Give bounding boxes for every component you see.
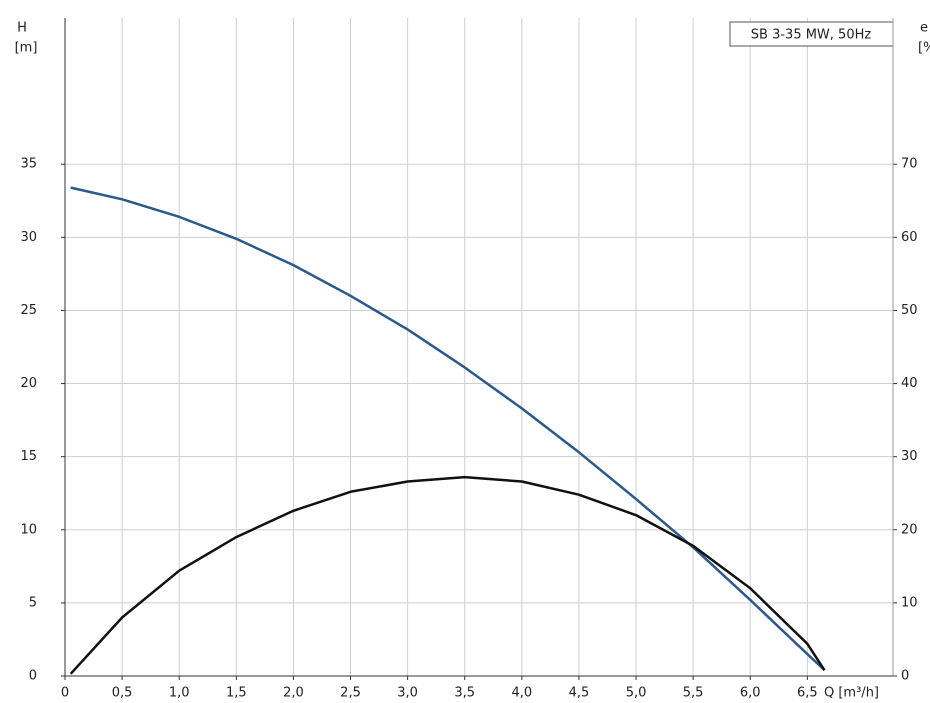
chart-title: SB 3-35 MW, 50Hz <box>751 28 872 43</box>
x-tick-label: 6,5 <box>797 686 818 701</box>
x-tick-label: 1,5 <box>226 686 247 701</box>
y2-tick-label: 20 <box>901 522 918 537</box>
y-axis-unit: [m] <box>15 41 38 56</box>
x-tick-label: 4,5 <box>569 686 590 701</box>
x-axis-label: Q [m³/h] <box>824 686 879 701</box>
y-tick-label: 0 <box>29 669 37 684</box>
x-tick-label: 5,5 <box>683 686 704 701</box>
series-line <box>69 475 826 675</box>
x-tick-label: 3,5 <box>454 686 475 701</box>
y2-axis-label: e <box>920 21 928 36</box>
y-tick-label: 10 <box>20 522 37 537</box>
x-tick-label: 2,5 <box>340 686 361 701</box>
x-tick-label: 4,0 <box>511 686 532 701</box>
y-axis-label: H <box>17 21 27 36</box>
x-tick-label: 0,5 <box>112 686 133 701</box>
y-tick-label: 5 <box>29 595 37 610</box>
y2-tick-label: 10 <box>901 595 918 610</box>
y2-tick-label: 0 <box>901 669 909 684</box>
y-tick-label: 35 <box>20 157 37 172</box>
y-tick-label: 15 <box>20 449 37 464</box>
y-tick-label: 30 <box>20 230 37 245</box>
y2-tick-label: 50 <box>901 303 918 318</box>
y2-tick-label: 70 <box>901 157 918 172</box>
y-tick-label: 20 <box>20 376 37 391</box>
x-tick-label: 0 <box>61 686 69 701</box>
y-tick-label: 25 <box>20 303 37 318</box>
x-tick-label: 3,0 <box>397 686 418 701</box>
x-tick-label: 6,0 <box>740 686 761 701</box>
y2-axis-unit: [%] <box>918 41 930 56</box>
x-tick-label: 5,0 <box>626 686 647 701</box>
y2-tick-label: 30 <box>901 449 918 464</box>
y2-tick-label: 40 <box>901 376 918 391</box>
series-line <box>70 186 826 672</box>
legend-box <box>729 21 894 47</box>
x-tick-label: 2,0 <box>283 686 304 701</box>
x-tick-label: 1,0 <box>169 686 190 701</box>
y2-tick-label: 60 <box>901 230 918 245</box>
